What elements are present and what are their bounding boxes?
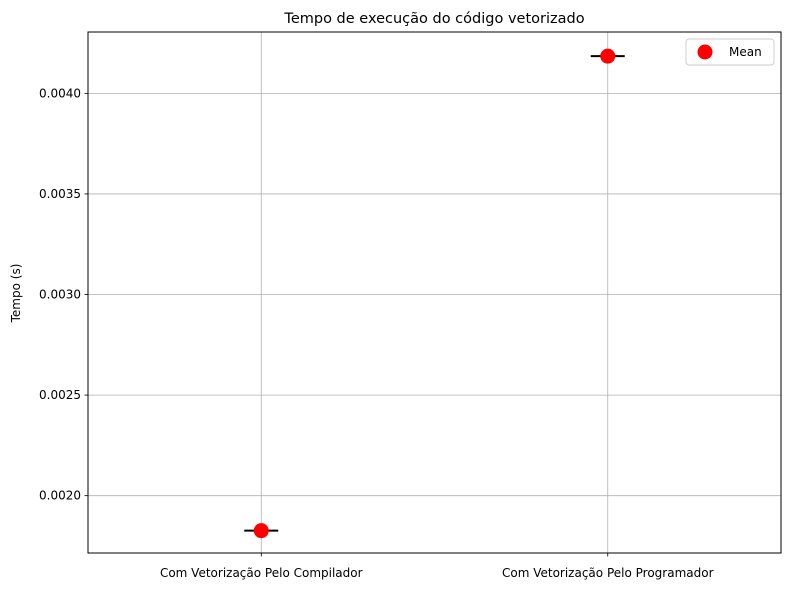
y-tick-label: 0.0040 [39, 86, 81, 100]
y-tick-label: 0.0035 [39, 187, 81, 201]
chart-title: Tempo de execução do código vetorizado [283, 11, 584, 27]
plot-marks [244, 48, 625, 539]
y-tick-label: 0.0020 [39, 489, 81, 503]
y-axis-ticks: 0.0020 0.0025 0.0030 0.0035 0.0040 [39, 86, 88, 503]
grid-lines [88, 32, 781, 553]
legend-mean-marker [697, 44, 713, 60]
plot-area-frame [87, 31, 782, 554]
mean-marker [600, 48, 616, 64]
x-axis-ticks: Com Vetorização Pelo Compilador Com Vetor… [160, 553, 714, 580]
legend-entry-mean: Mean [729, 45, 762, 59]
y-tick-label: 0.0030 [39, 288, 81, 302]
mean-marker [253, 523, 269, 539]
legend: Mean [685, 38, 775, 66]
y-tick-label: 0.0025 [39, 388, 81, 402]
x-tick-label: Com Vetorização Pelo Programador [502, 566, 714, 580]
x-tick-label: Com Vetorização Pelo Compilador [160, 566, 363, 580]
y-axis-title: Tempo (s) [9, 264, 23, 324]
